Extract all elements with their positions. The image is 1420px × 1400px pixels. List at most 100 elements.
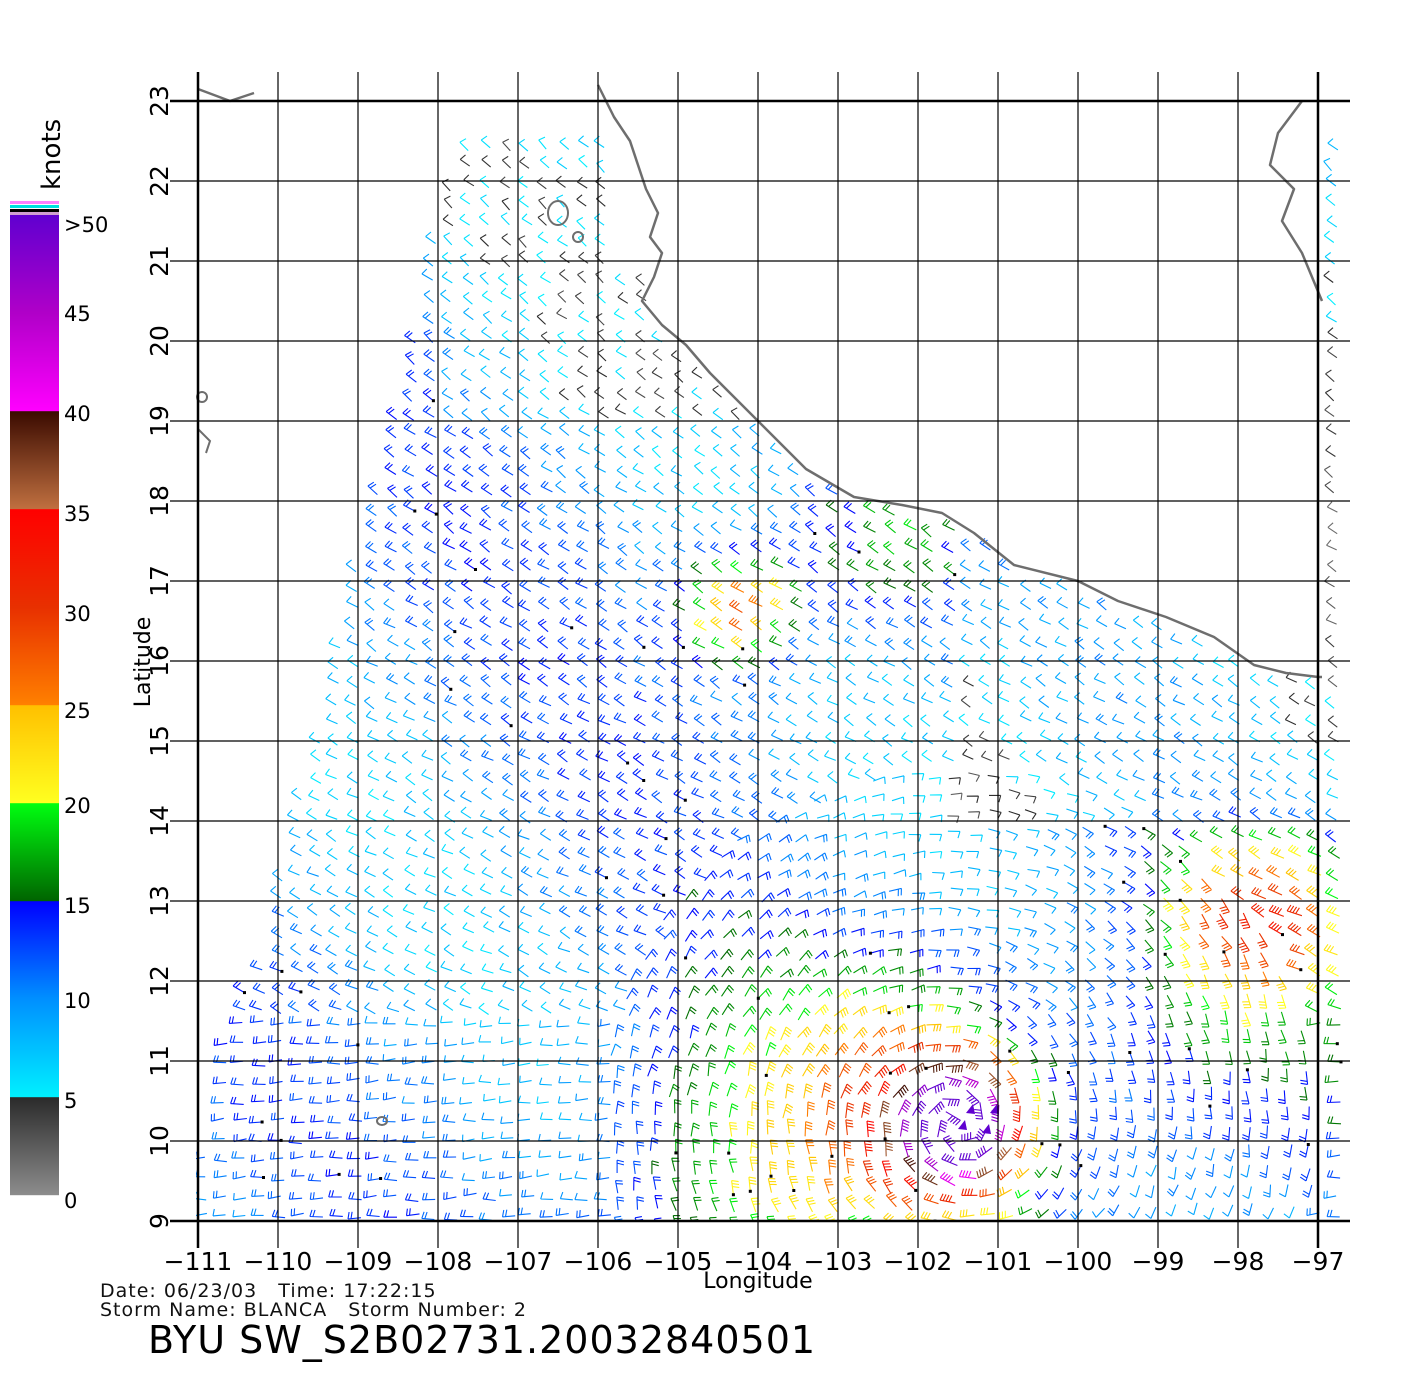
wind-barb	[424, 426, 437, 438]
wind-barb	[613, 733, 627, 746]
wind-barb	[1304, 942, 1317, 957]
wind-barb	[673, 805, 687, 817]
wind-barb	[462, 464, 474, 477]
wind-barb	[248, 1115, 263, 1124]
colorbar-band	[10, 979, 59, 981]
wind-barb	[403, 999, 416, 1012]
wind-barb	[462, 1077, 475, 1085]
colorbar-band	[10, 1003, 59, 1005]
wind-barb	[593, 424, 606, 436]
wind-barb	[1189, 789, 1203, 801]
rain-flag-marker	[1335, 1042, 1339, 1046]
colorbar-band	[10, 344, 59, 346]
wind-barb	[908, 833, 922, 842]
wind-barb	[404, 883, 417, 895]
wind-barb	[943, 710, 954, 723]
colorbar-band	[10, 947, 59, 949]
colorbar-band	[10, 836, 59, 838]
wind-barb	[950, 850, 964, 859]
wind-barb	[844, 752, 857, 765]
wind-barb	[267, 1191, 281, 1200]
wind-barb	[729, 771, 741, 784]
wind-barb	[598, 962, 610, 975]
wind-barb	[556, 789, 569, 802]
wind-barb	[459, 998, 472, 1009]
colorbar-band	[10, 1154, 59, 1156]
wind-barb	[540, 480, 553, 493]
wind-barb	[1257, 932, 1268, 949]
colorbar-band	[10, 864, 59, 866]
wind-barb	[442, 1114, 456, 1123]
wind-barb	[463, 345, 475, 358]
wind-barb	[649, 1024, 660, 1038]
colorbar-band	[10, 327, 59, 329]
wind-barb	[536, 731, 550, 744]
wind-barb	[1107, 920, 1118, 935]
wind-barb	[797, 964, 811, 977]
wind-barb	[814, 888, 828, 898]
colorbar-band	[10, 423, 59, 425]
wind-barb	[423, 867, 436, 878]
rain-flag-marker	[883, 1137, 887, 1141]
wind-barb	[459, 138, 469, 151]
wind-barb	[1107, 1204, 1120, 1217]
wind-barb	[1171, 786, 1184, 798]
wind-barb	[730, 580, 745, 593]
wind-barb	[481, 866, 494, 879]
wind-barb	[989, 1016, 1003, 1029]
wind-barb	[730, 710, 743, 722]
colorbar-band	[10, 266, 59, 268]
wind-barb	[996, 1186, 1012, 1198]
wind-barb	[1276, 994, 1287, 1009]
wind-barb	[635, 330, 645, 343]
colorbar-band	[10, 388, 59, 390]
colorbar-band	[10, 374, 59, 376]
colorbar-band	[10, 603, 59, 605]
colorbar-band	[10, 1168, 59, 1170]
wind-barb	[633, 1176, 641, 1191]
colorbar-band	[10, 465, 59, 467]
wind-barb	[946, 949, 960, 958]
wind-barb	[440, 751, 451, 765]
wind-barb	[1146, 1030, 1156, 1045]
colorbar-band	[10, 259, 59, 261]
wind-barb	[1144, 860, 1155, 875]
wind-barb	[497, 273, 509, 286]
wind-barb	[211, 1131, 225, 1140]
wind-barb	[1224, 1148, 1235, 1162]
wind-barb	[499, 616, 512, 628]
wind-barb	[1069, 1033, 1079, 1048]
wind-barb	[577, 637, 590, 650]
wind-barb	[500, 885, 512, 897]
wind-barb	[1306, 828, 1319, 842]
wind-barb	[690, 424, 701, 437]
colorbar-band	[10, 358, 59, 360]
wind-barb	[670, 520, 683, 532]
colorbar-band	[10, 642, 59, 644]
wind-barb	[537, 349, 548, 363]
wind-barb	[1074, 672, 1085, 686]
wind-barb	[1123, 846, 1137, 859]
wind-barb	[559, 406, 570, 420]
colorbar-band	[10, 777, 59, 779]
wind-barb	[1219, 994, 1230, 1010]
colorbar-band	[10, 1174, 59, 1176]
colorbar-band	[10, 354, 59, 356]
wind-barb	[443, 789, 455, 802]
colorbar-band	[10, 690, 59, 692]
wind-barb	[557, 539, 570, 552]
colorbar-band	[10, 565, 59, 567]
colorbar-band	[10, 869, 59, 871]
wind-barb	[766, 1100, 775, 1116]
wind-barb	[597, 1151, 611, 1160]
wind-barb	[732, 425, 742, 439]
wind-barb	[557, 290, 567, 303]
wind-barb	[423, 541, 436, 554]
wind-barb	[764, 1081, 775, 1097]
wind-barb	[737, 851, 752, 861]
colorbar-band	[10, 956, 59, 958]
wind-barb	[979, 653, 991, 666]
colorbar-band	[10, 621, 59, 623]
colorbar-band	[10, 1083, 59, 1085]
wind-barb	[1087, 1126, 1097, 1140]
